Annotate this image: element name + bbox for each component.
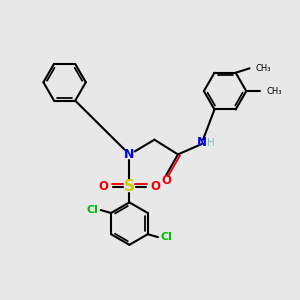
Text: N: N (124, 148, 135, 161)
Text: Cl: Cl (87, 205, 99, 215)
Text: H: H (207, 138, 215, 148)
Text: N: N (196, 136, 206, 149)
Text: O: O (99, 180, 109, 193)
Text: O: O (161, 174, 171, 187)
Text: CH₃: CH₃ (255, 64, 271, 73)
Text: O: O (150, 180, 160, 193)
Text: CH₃: CH₃ (266, 87, 281, 96)
Text: S: S (124, 179, 135, 194)
Text: Cl: Cl (160, 232, 172, 242)
